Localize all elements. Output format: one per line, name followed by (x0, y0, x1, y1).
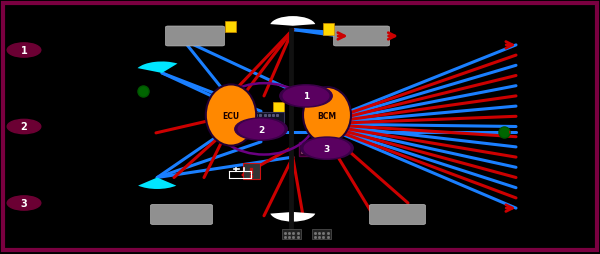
Wedge shape (271, 212, 315, 222)
Circle shape (301, 137, 353, 160)
Circle shape (235, 118, 287, 141)
Circle shape (304, 139, 350, 158)
Text: 2: 2 (258, 125, 264, 134)
Bar (323, 24, 334, 36)
Circle shape (7, 120, 41, 134)
Circle shape (7, 196, 41, 210)
Bar (243, 164, 260, 179)
Wedge shape (137, 62, 178, 74)
Ellipse shape (303, 88, 351, 144)
Bar (249, 112, 284, 124)
Circle shape (280, 85, 332, 108)
Text: 1: 1 (20, 46, 28, 56)
FancyBboxPatch shape (334, 27, 389, 47)
Circle shape (238, 120, 284, 139)
Text: 3: 3 (20, 198, 28, 208)
Text: BCM: BCM (317, 111, 337, 120)
Ellipse shape (206, 85, 256, 146)
FancyBboxPatch shape (370, 205, 425, 225)
Bar (312, 229, 331, 239)
Bar (273, 103, 284, 112)
FancyBboxPatch shape (151, 205, 212, 225)
Circle shape (7, 44, 41, 58)
FancyBboxPatch shape (299, 142, 344, 156)
Text: 1: 1 (303, 92, 309, 101)
Text: 2: 2 (20, 122, 28, 132)
Circle shape (283, 87, 329, 106)
Text: 3: 3 (324, 144, 330, 153)
Wedge shape (138, 178, 176, 189)
FancyBboxPatch shape (166, 27, 224, 47)
Text: ECU: ECU (223, 111, 239, 120)
Wedge shape (271, 17, 315, 27)
Bar (282, 229, 301, 239)
Bar (217, 130, 228, 140)
Bar (225, 22, 236, 33)
